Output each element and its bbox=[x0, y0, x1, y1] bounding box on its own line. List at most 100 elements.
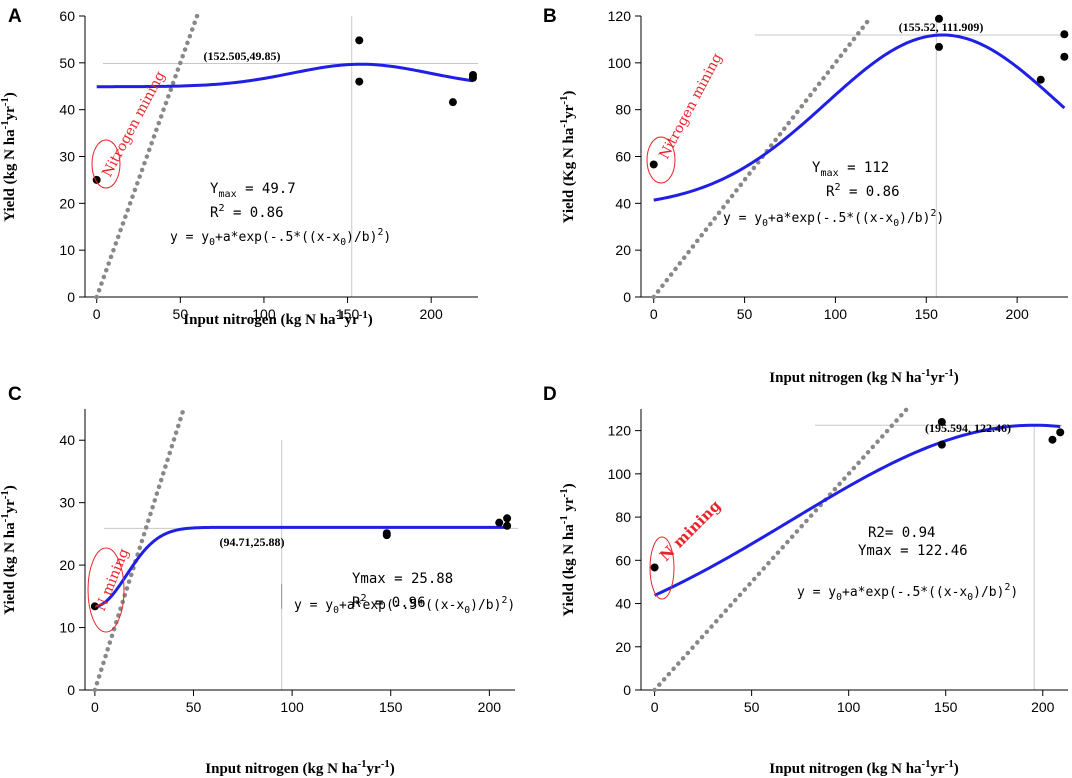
y-tick-label: 80 bbox=[615, 509, 631, 525]
x-tick-label: 0 bbox=[651, 699, 659, 715]
x-tick-label: 150 bbox=[379, 699, 403, 715]
optimum-label: (155.52, 111.909) bbox=[899, 20, 984, 34]
x-tick-label: 100 bbox=[280, 699, 304, 715]
y-tick-label: 100 bbox=[608, 55, 632, 71]
ymax-label: Ymax = 112 bbox=[812, 160, 889, 179]
panel-label: A bbox=[8, 6, 22, 27]
data-point bbox=[355, 36, 364, 45]
chart-panel-b: B 0 20 40 60 80 100 120 0 50 100 150 200 Input nitrog… bbox=[543, 6, 1069, 386]
optimum-label: (152.505,49.85) bbox=[204, 49, 281, 63]
data-point bbox=[1056, 428, 1065, 437]
x-axis-title: Input nitrogen (kg N ha-1yr-1) bbox=[769, 758, 958, 777]
y-tick-label: 20 bbox=[59, 557, 75, 573]
data-point bbox=[355, 77, 364, 86]
data-point bbox=[1060, 52, 1069, 61]
y-tick-label: 30 bbox=[59, 149, 75, 165]
y-tick-label: 30 bbox=[59, 495, 75, 511]
x-tick-label: 200 bbox=[1005, 306, 1029, 322]
nitrogen-mining-label: N mining bbox=[656, 496, 725, 565]
nitrogen-mining-label: N mining bbox=[93, 546, 133, 613]
x-tick-label: 200 bbox=[1031, 699, 1055, 715]
y-tick-label: 0 bbox=[67, 682, 75, 698]
x-axis-title: Input nitrogen (kg N ha-1yr-1) bbox=[183, 309, 372, 328]
one-to-one-line bbox=[94, 13, 200, 300]
y-tick-label: 10 bbox=[59, 242, 75, 258]
x-tick-label: 50 bbox=[744, 699, 760, 715]
y-tick-label: 100 bbox=[608, 466, 632, 482]
r-squared-label: R2 = 0.86 bbox=[826, 182, 900, 200]
y-tick-label: 50 bbox=[59, 55, 75, 71]
r-squared-label: R2 = 0.96 bbox=[352, 593, 426, 611]
x-axis-title: Input nitrogen (kg N ha-1yr-1) bbox=[769, 367, 958, 386]
fit-equation: y = y0+a*exp(-.5*((x-x0)/b)2) bbox=[723, 208, 944, 229]
data-point bbox=[90, 602, 99, 611]
optimum-label: (195.594, 122.46) bbox=[925, 421, 1011, 435]
y-axis-title: Yield (kg N ha-1yr-1) bbox=[0, 485, 18, 615]
fit-equation: y = y0+a*exp(-.5*((x-x0)/b)2) bbox=[294, 595, 515, 616]
x-tick-label: 0 bbox=[91, 699, 99, 715]
panel-label: D bbox=[543, 384, 557, 405]
y-tick-label: 0 bbox=[67, 289, 75, 305]
y-tick-label: 60 bbox=[615, 552, 631, 568]
panel-label: B bbox=[543, 6, 557, 27]
r-squared-label: R2= 0.94 bbox=[868, 525, 935, 541]
y-tick-label: 40 bbox=[615, 596, 631, 612]
y-axis-title: Yield (kg N ha-1 yr-1) bbox=[558, 483, 577, 616]
data-point bbox=[1060, 30, 1069, 39]
data-point bbox=[934, 42, 943, 51]
ymax-label: Ymax = 25.88 bbox=[352, 571, 453, 587]
fitted-curve bbox=[653, 33, 1066, 202]
data-point bbox=[937, 440, 946, 449]
fitted-curve bbox=[96, 62, 474, 89]
data-point bbox=[650, 563, 659, 572]
r-squared-label: R2 = 0.86 bbox=[210, 203, 284, 221]
chart-panel-d: D 0 20 40 60 80 100 120 0 50 100 150 200 Input nitrog… bbox=[543, 384, 1068, 777]
mining-ellipse bbox=[646, 136, 676, 184]
x-tick-label: 100 bbox=[252, 306, 276, 322]
data-point bbox=[382, 531, 391, 540]
y-tick-label: 80 bbox=[615, 102, 631, 118]
fitted-curve bbox=[653, 423, 1061, 597]
chart-panel-a: A 0 10 20 30 40 50 60 0 50 100 150 200 Input nitrogen… bbox=[0, 6, 478, 328]
x-axis-title: Input nitrogen (kg N ha-1yr-1) bbox=[205, 758, 394, 777]
data-point bbox=[495, 518, 504, 527]
y-tick-label: 40 bbox=[59, 102, 75, 118]
x-tick-label: 200 bbox=[419, 306, 443, 322]
y-axis-title: Yield (Kg N ha-1yr-1) bbox=[558, 91, 577, 224]
x-tick-label: 50 bbox=[173, 306, 189, 322]
y-tick-label: 20 bbox=[59, 195, 75, 211]
panel-label: C bbox=[8, 384, 22, 405]
y-tick-label: 0 bbox=[623, 682, 631, 698]
y-tick-label: 20 bbox=[615, 242, 631, 258]
data-point bbox=[448, 98, 457, 107]
one-to-one-line bbox=[652, 406, 910, 693]
y-tick-label: 40 bbox=[615, 195, 631, 211]
y-tick-label: 10 bbox=[59, 620, 75, 636]
ymax-label: Ymax = 49.7 bbox=[210, 181, 296, 200]
ymax-label: Ymax = 122.46 bbox=[858, 543, 968, 559]
mining-ellipse bbox=[91, 139, 121, 189]
x-tick-label: 200 bbox=[478, 699, 502, 715]
x-tick-label: 100 bbox=[824, 306, 848, 322]
one-to-one-line bbox=[92, 406, 186, 693]
data-point bbox=[503, 514, 512, 523]
x-tick-label: 0 bbox=[650, 306, 658, 322]
x-tick-label: 50 bbox=[737, 306, 753, 322]
data-point bbox=[468, 71, 477, 80]
data-point bbox=[934, 14, 943, 23]
data-point bbox=[1048, 435, 1057, 444]
x-tick-label: 0 bbox=[93, 306, 101, 322]
x-tick-label: 150 bbox=[336, 306, 360, 322]
y-tick-label: 120 bbox=[608, 423, 632, 439]
y-tick-label: 60 bbox=[615, 149, 631, 165]
mining-ellipse bbox=[87, 547, 125, 633]
y-tick-label: 60 bbox=[59, 8, 75, 24]
x-tick-label: 100 bbox=[837, 699, 861, 715]
y-tick-label: 120 bbox=[608, 8, 632, 24]
mining-ellipse bbox=[649, 536, 675, 600]
optimum-label: (94.71,25.88) bbox=[220, 535, 285, 549]
data-point bbox=[1036, 75, 1045, 84]
y-tick-label: 0 bbox=[623, 289, 631, 305]
nitrogen-mining-label: Nitrogen mining bbox=[656, 51, 725, 162]
data-point bbox=[503, 521, 512, 530]
